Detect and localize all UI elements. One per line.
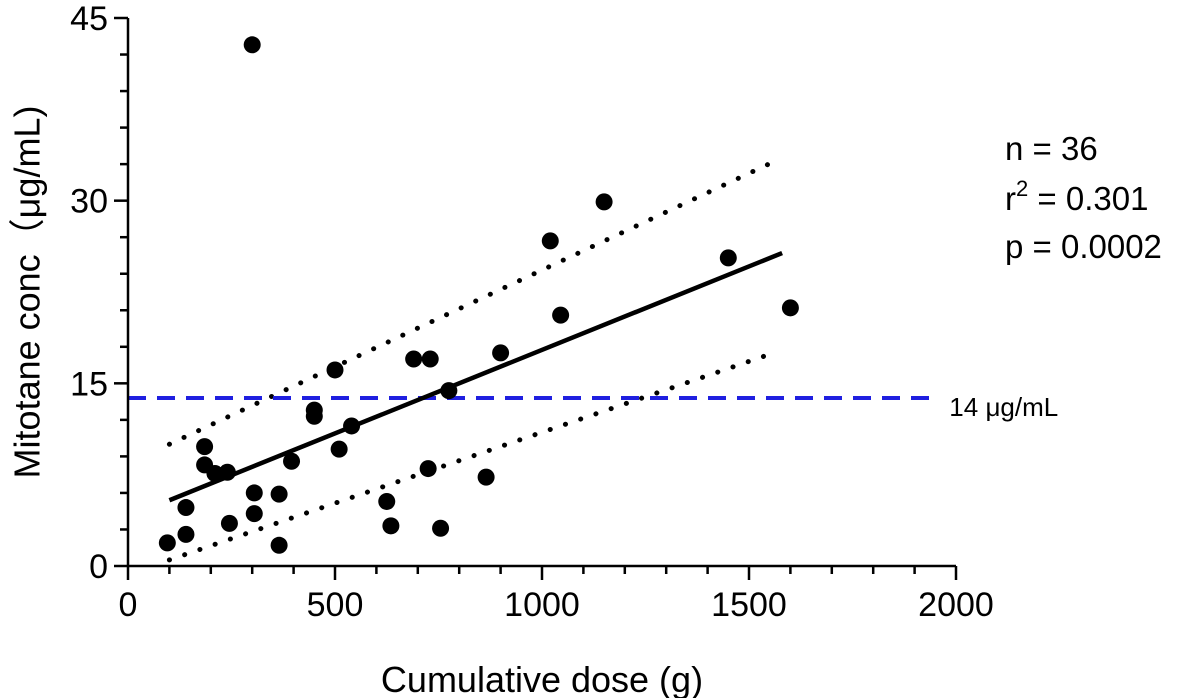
reference-line-label: 14 μg/mL: [949, 392, 1058, 422]
x-tick-label: 1500: [711, 586, 787, 624]
data-point: [270, 485, 288, 503]
data-point: [781, 299, 799, 317]
data-point: [330, 440, 348, 458]
x-axis-title: Cumulative dose (g): [381, 659, 703, 698]
r-squared-annotation: r2 = 0.301: [1005, 176, 1148, 217]
data-point: [270, 536, 288, 554]
data-point: [218, 463, 236, 481]
data-point: [177, 525, 195, 543]
data-point: [440, 382, 458, 400]
axes-group: 0 15 30 45 0 500 1000 1500 2000: [70, 0, 994, 624]
data-point: [382, 517, 400, 535]
x-tick-label: 500: [307, 586, 364, 624]
y-axis-title: Mitotane conc（μg/mL): [7, 106, 48, 479]
data-point: [220, 514, 238, 532]
data-point: [477, 468, 495, 486]
x-tick-label: 2000: [918, 586, 994, 624]
data-point: [421, 350, 439, 368]
data-point: [245, 505, 263, 523]
data-point: [492, 344, 510, 362]
data-point: [541, 232, 559, 250]
data-point: [326, 361, 344, 379]
regression-line: [168, 250, 783, 503]
data-point: [305, 407, 323, 425]
y-tick-label: 0: [89, 548, 108, 586]
r-squared-superscript: 2: [1016, 176, 1028, 201]
data-point: [177, 499, 195, 517]
confidence-band-lower: [166, 350, 777, 563]
data-point: [378, 492, 396, 510]
data-point: [719, 249, 737, 267]
r-squared-value: = 0.301: [1028, 180, 1148, 217]
regression-line-group: [168, 250, 783, 503]
data-point: [405, 350, 423, 368]
y-tick-label: 45: [70, 0, 108, 38]
confidence-band-upper: [166, 159, 777, 447]
data-point: [245, 484, 263, 502]
data-point: [196, 438, 214, 456]
data-point: [419, 460, 437, 478]
x-tick-label: 0: [119, 586, 138, 624]
y-tick-label: 15: [70, 365, 108, 403]
data-point: [595, 193, 613, 211]
data-point: [206, 464, 224, 482]
data-point: [343, 417, 361, 435]
data-point: [432, 519, 450, 537]
p-value-annotation: p = 0.0002: [1005, 228, 1162, 265]
sample-size-annotation: n = 36: [1005, 130, 1098, 167]
x-tick-label: 1000: [504, 586, 580, 624]
y-tick-label: 30: [70, 183, 108, 221]
data-point: [552, 306, 570, 324]
confidence-band-group: [166, 159, 777, 563]
r-squared-prefix: r: [1005, 180, 1016, 217]
data-point: [283, 452, 301, 470]
data-points-group: [158, 36, 799, 554]
data-point: [243, 36, 261, 54]
data-point: [158, 534, 176, 552]
